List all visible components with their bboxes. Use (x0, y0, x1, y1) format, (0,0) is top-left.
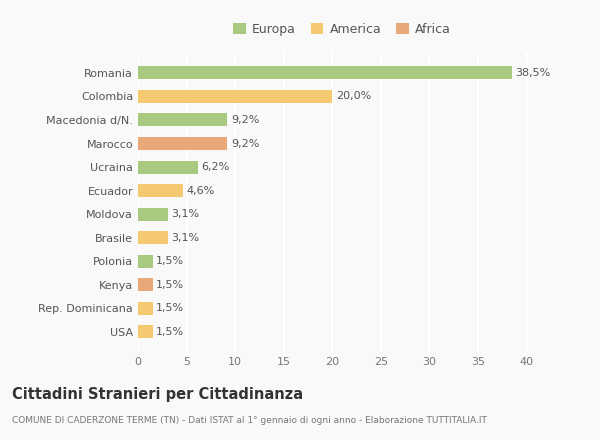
Text: 3,1%: 3,1% (172, 233, 200, 243)
Text: 20,0%: 20,0% (335, 92, 371, 102)
Bar (138, 137, 227, 150)
Bar (138, 161, 198, 173)
Text: 38,5%: 38,5% (515, 68, 551, 78)
Bar (138, 66, 512, 79)
Bar (138, 208, 168, 220)
Text: 4,6%: 4,6% (186, 186, 214, 196)
Text: 1,5%: 1,5% (156, 303, 184, 313)
Text: 9,2%: 9,2% (231, 115, 259, 125)
Text: 9,2%: 9,2% (231, 139, 259, 149)
Text: 1,5%: 1,5% (156, 280, 184, 290)
Text: 6,2%: 6,2% (202, 162, 230, 172)
Text: Cittadini Stranieri per Cittadinanza: Cittadini Stranieri per Cittadinanza (12, 387, 303, 402)
Bar (138, 326, 152, 338)
Legend: Europa, America, Africa: Europa, America, Africa (233, 23, 451, 36)
Bar (138, 279, 152, 291)
Text: 1,5%: 1,5% (156, 256, 184, 266)
Bar (138, 90, 332, 103)
Bar (138, 184, 182, 197)
Bar (138, 255, 152, 268)
Bar (138, 114, 227, 126)
Bar (138, 231, 168, 244)
Text: COMUNE DI CADERZONE TERME (TN) - Dati ISTAT al 1° gennaio di ogni anno - Elabora: COMUNE DI CADERZONE TERME (TN) - Dati IS… (12, 416, 487, 425)
Text: 3,1%: 3,1% (172, 209, 200, 219)
Bar (138, 302, 152, 315)
Text: 1,5%: 1,5% (156, 327, 184, 337)
